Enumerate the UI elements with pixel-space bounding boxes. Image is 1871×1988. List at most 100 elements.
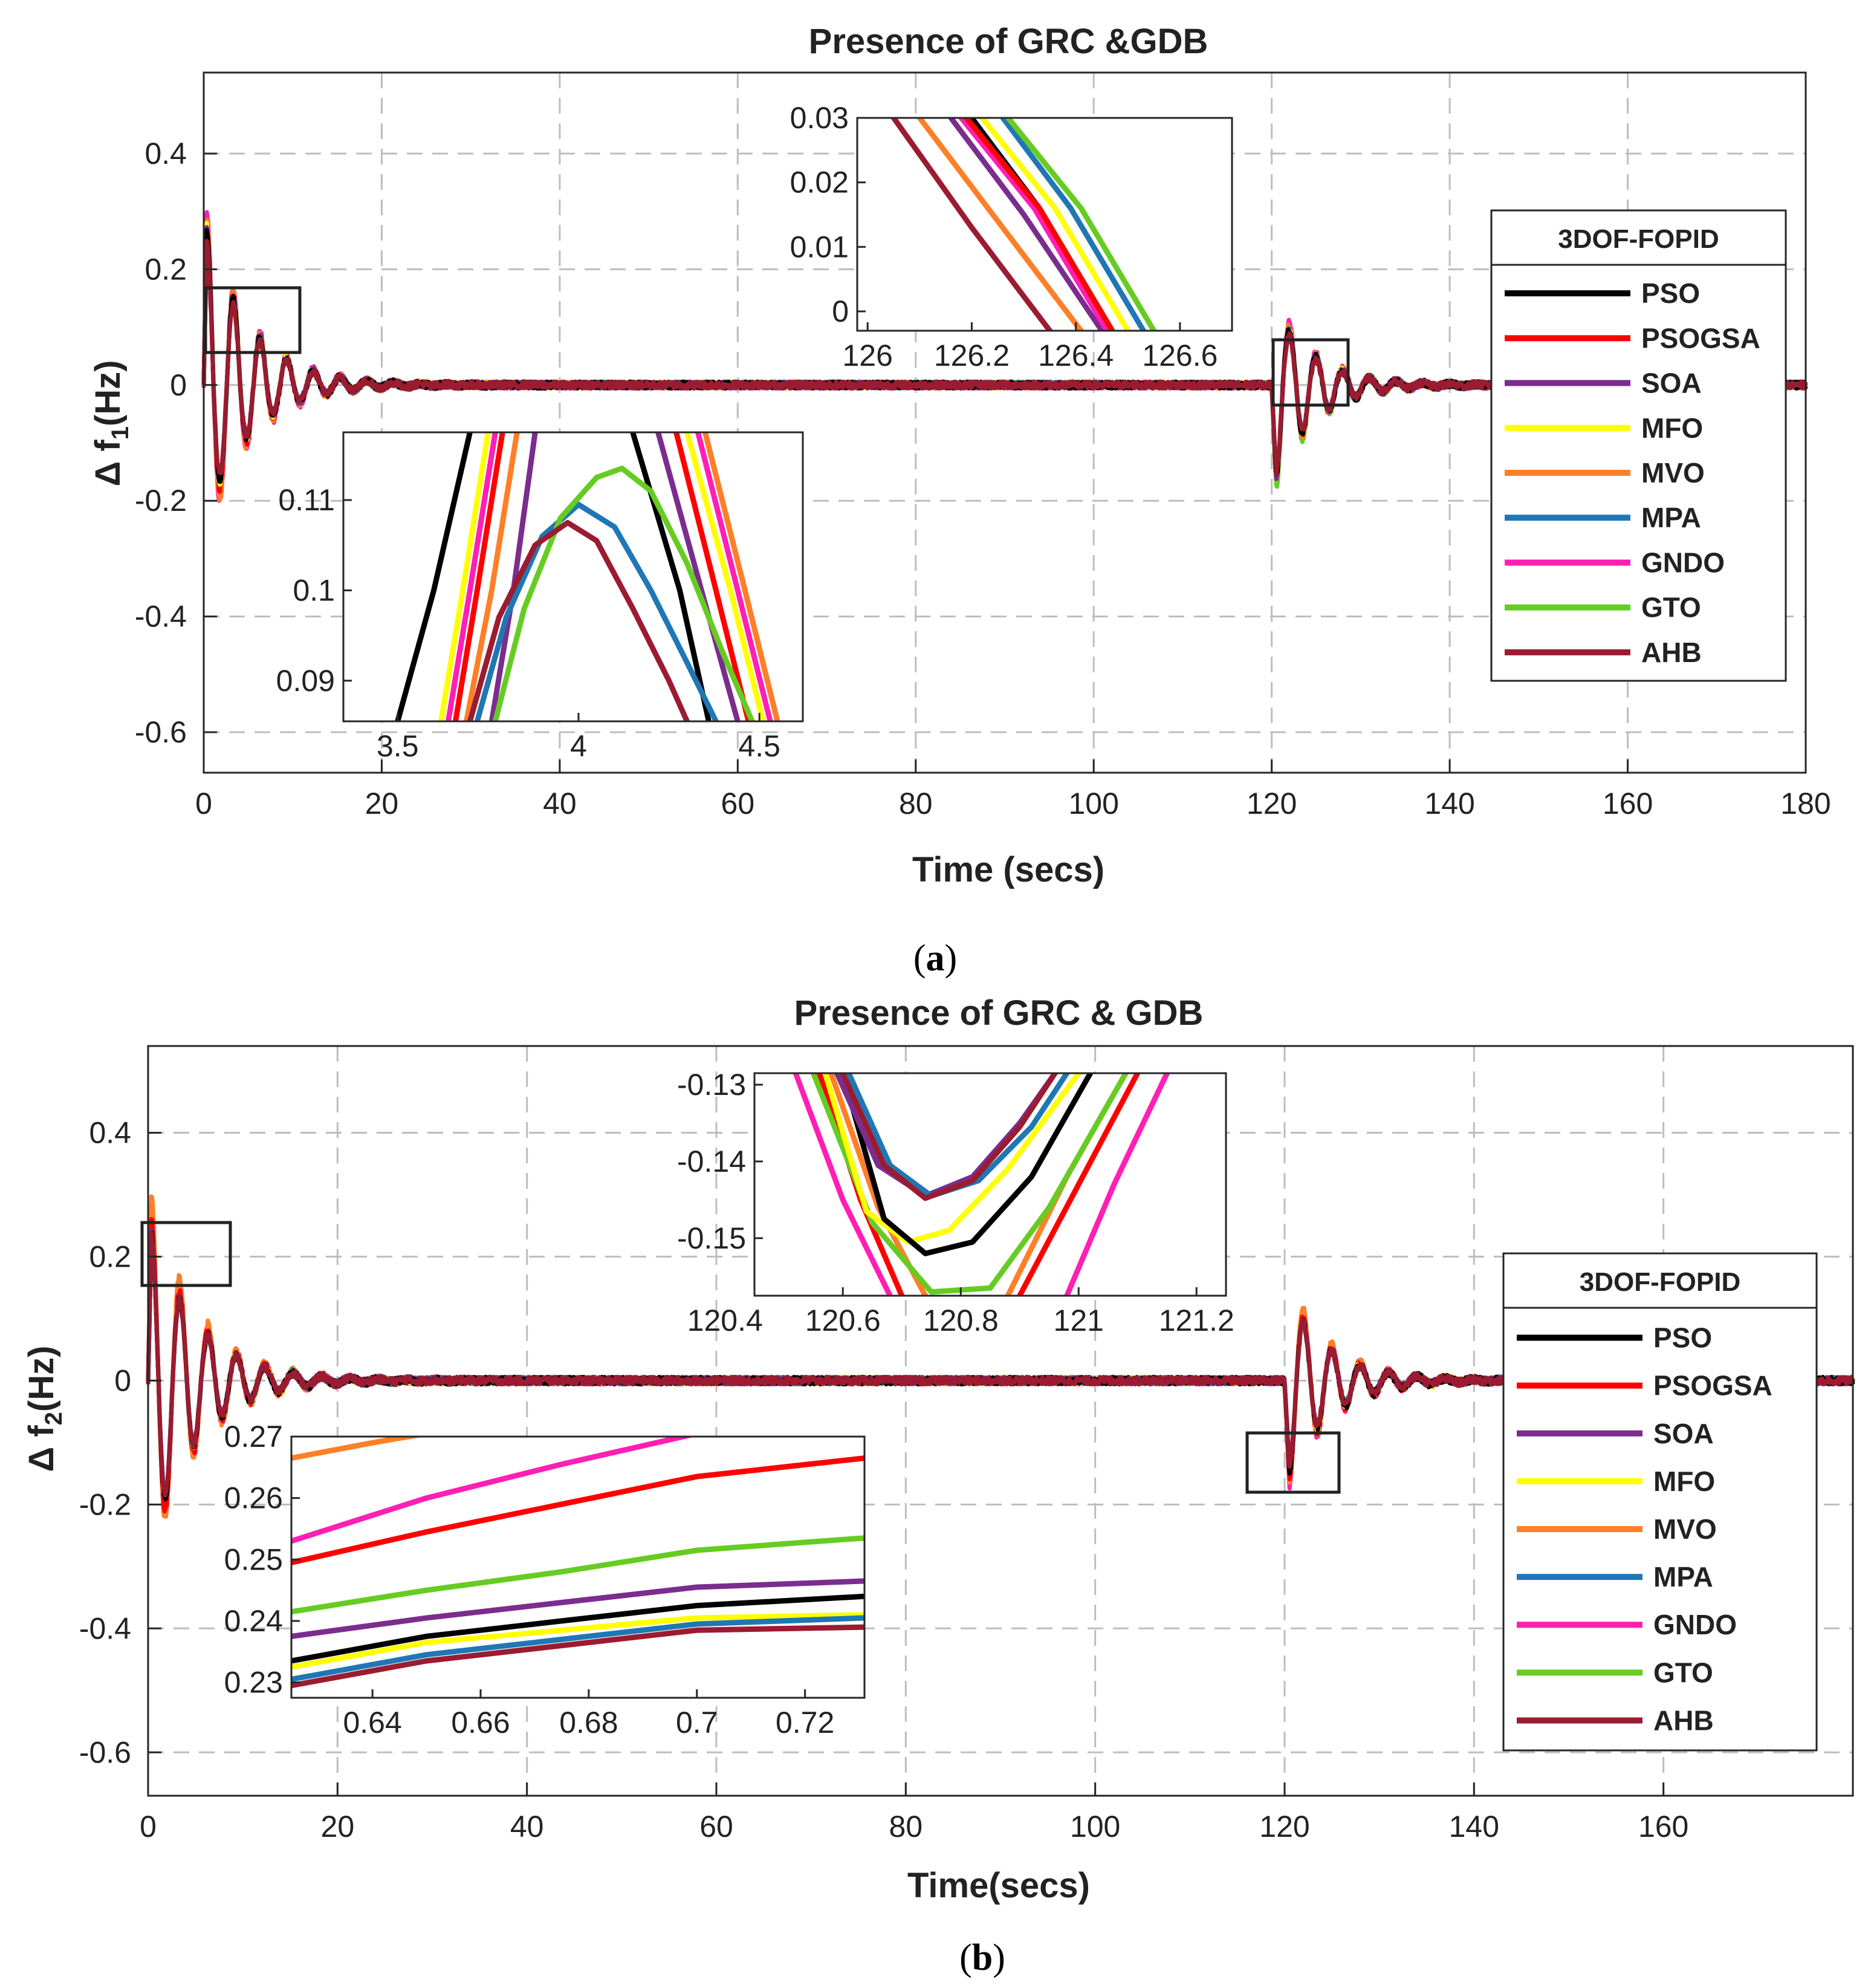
y-ticks-a: -0.6 -0.4 -0.2 0 0.2 0.4: [135, 137, 217, 749]
inset-curve: [291, 1437, 425, 1461]
x-tick-label: 80: [889, 1810, 923, 1843]
inset-curve: [492, 466, 755, 721]
legend-label-mpa: MPA: [1653, 1561, 1713, 1593]
inset-curve: [840, 1073, 1094, 1256]
inset-plot-a1: 3.5 4 4.5 0.09 0.1 0.11: [276, 431, 804, 763]
inset-x-tick-label: 0.66: [451, 1706, 510, 1740]
inset-curves: [890, 118, 1157, 331]
legend-label-mfo: MFO: [1653, 1466, 1715, 1497]
legend-label-mvo: MVO: [1653, 1513, 1717, 1545]
y-ticks-b: -0.6 -0.4 -0.2 0 0.2 0.4: [79, 1116, 161, 1769]
inset-curve: [916, 118, 1084, 331]
legend-label-psogsa: PSOGSA: [1653, 1370, 1772, 1402]
x-tick-label: 120: [1259, 1810, 1309, 1843]
inset-y-tick-label: 0.23: [224, 1666, 283, 1700]
caption-a: (a): [913, 938, 957, 979]
inset-curve: [684, 432, 766, 721]
legend-label-gndo: GNDO: [1641, 547, 1725, 578]
y-tick-label: -0.6: [135, 715, 187, 749]
inset-curve: [446, 432, 498, 721]
legend-label-mfo: MFO: [1641, 412, 1703, 444]
x-tick-label: 180: [1780, 787, 1830, 820]
chart-panel-a: Presence of GRC &GDB 0 20 40 60 80 100 120 140 1…: [88, 22, 1831, 979]
inset-x-tick-label: 120.6: [805, 1304, 881, 1337]
x-axis-label-b: Time(secs): [907, 1866, 1090, 1905]
inset-curve: [291, 1535, 864, 1615]
inset-curve: [291, 1624, 864, 1689]
zoom-box-a2: [1271, 338, 1350, 407]
inset-curve: [291, 1578, 864, 1639]
inset-x-tick-label: 3.5: [377, 729, 419, 763]
inset-curve: [890, 118, 1053, 331]
chart-panel-b: Presence of GRC & GDB 0 20 40 60 80 100 120 140…: [22, 993, 1855, 1978]
x-tick-label: 0: [140, 1810, 157, 1843]
inset-plot-a2: 126 126.2 126.4 126.6 0 0.01 0.02 0.03: [790, 101, 1233, 372]
x-tick-label: 140: [1424, 787, 1474, 820]
y-tick-label: 0: [114, 1363, 131, 1397]
x-tick-label: 80: [899, 787, 933, 820]
x-tick-label: 160: [1638, 1810, 1688, 1843]
legend-box: [1490, 209, 1787, 682]
legend-label-mvo: MVO: [1641, 457, 1705, 489]
y-tick-label: 0.2: [144, 252, 187, 286]
x-tick-label: 60: [699, 1810, 733, 1843]
inset-curve: [291, 1437, 696, 1544]
x-ticks-b: 0 20 40 60 80 100 120 140 160: [140, 1782, 1688, 1843]
inset-curve: [958, 118, 1110, 331]
inset-curve: [438, 432, 491, 721]
legend-a: 3DOF-FOPID PSO PSOGSA SOA MFO MVO MPA GNDO GTO AH…: [1490, 209, 1787, 682]
inset-y-tick-label: 0.27: [224, 1420, 283, 1454]
inset-curve: [467, 519, 690, 721]
inset-curve: [464, 432, 520, 721]
legend-b: 3DOF-FOPID PSO PSOGSA SOA MFO MVO MPA GNDO GTO AH…: [1502, 1252, 1818, 1752]
inset-curve: [948, 118, 1105, 331]
inset-y-tick-label: 0.1: [293, 573, 335, 607]
legend-label-gto: GTO: [1653, 1657, 1713, 1688]
legend-label-psogsa: PSOGSA: [1641, 322, 1760, 354]
x-tick-label: 0: [195, 787, 212, 820]
inset-x-tick-label: 126: [843, 339, 893, 372]
inset-x-tick-label: 0.7: [676, 1706, 718, 1740]
legend-label-mpa: MPA: [1641, 502, 1701, 533]
inset-x-tick-label: 121.2: [1159, 1304, 1234, 1337]
plot-frame-b: [147, 1045, 1854, 1797]
y-tick-label: -0.2: [135, 484, 187, 518]
legend-label-gndo: GNDO: [1653, 1609, 1737, 1640]
inset-y-tick-label: 0.24: [224, 1604, 283, 1638]
inset-curve: [395, 432, 473, 721]
legend-label-pso: PSO: [1641, 278, 1700, 309]
x-tick-label: 20: [365, 787, 399, 820]
inset-curves: [793, 1073, 1170, 1296]
x-tick-label: 100: [1070, 1810, 1120, 1843]
inset-y-tick-label: 0.11: [278, 483, 335, 517]
inset-curve: [291, 1593, 864, 1664]
inset-x-tick-label: 4: [570, 729, 587, 763]
legend-label-soa: SOA: [1653, 1418, 1714, 1449]
inset-curve: [630, 432, 712, 721]
inset-y-tick-label: 0.03: [790, 101, 849, 135]
legend-title: 3DOF-FOPID: [1580, 1267, 1740, 1297]
y-axis-label-a: Δ f1(Hz): [88, 360, 134, 487]
inset-x-tick-label: 126.6: [1142, 339, 1218, 372]
inset-y-tick-label: 0.01: [790, 230, 849, 264]
legend-label-ahb: AHB: [1653, 1704, 1714, 1736]
x-tick-label: 40: [510, 1810, 544, 1843]
x-tick-label: 40: [543, 787, 577, 820]
inset-curve: [964, 118, 1115, 331]
inset-plot-b1: 0.64 0.66 0.68 0.7 0.72 0.23 0.24 0.25 0.26 0.27: [224, 1420, 866, 1740]
inset-y-tick-label: 0.26: [224, 1481, 283, 1515]
inset-x-tick-label: 0.64: [343, 1706, 401, 1740]
inset-frame: [290, 1435, 866, 1699]
inset-frame: [856, 117, 1233, 332]
inset-x-tick-label: 121: [1054, 1304, 1104, 1337]
inset-curve: [1000, 118, 1147, 331]
x-tick-label: 120: [1247, 787, 1297, 820]
inset-curve: [291, 1612, 864, 1670]
inset-y-tick-label: -0.14: [677, 1145, 746, 1178]
inset-x-tick-label: 0.68: [559, 1706, 618, 1740]
inset-curve: [673, 432, 751, 721]
inset-curve: [1005, 118, 1157, 331]
inset-y-tick-label: 0.25: [224, 1542, 283, 1576]
inset-curve: [1017, 1073, 1141, 1296]
